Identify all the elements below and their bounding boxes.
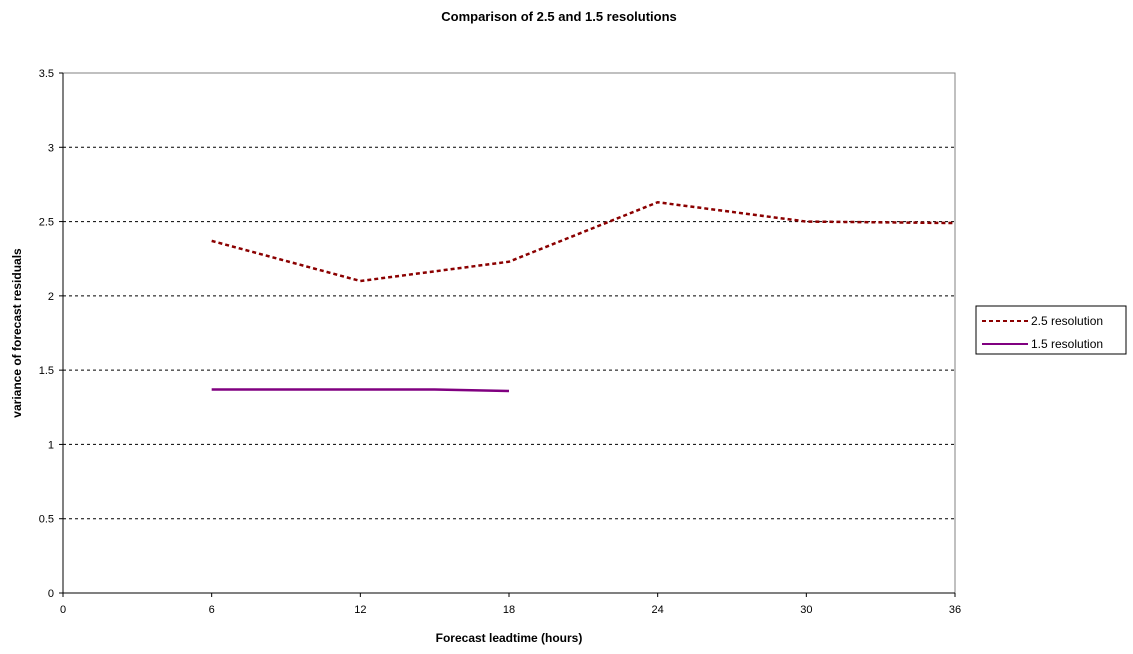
axes: 0 0.5 1 1.5 2 2.5 3 3.5 0 6 12 18 24 30 36 (39, 68, 961, 616)
legend: 2.5 resolution 1.5 resolution (975, 305, 1127, 355)
x-tick-label: 24 (652, 604, 664, 616)
x-tick-label: 18 (503, 604, 515, 616)
y-tick-label: 2 (48, 291, 54, 303)
x-tick-label: 12 (354, 604, 366, 616)
chart-title: Comparison of 2.5 and 1.5 resolutions (441, 9, 677, 24)
y-tick-label: 0.5 (39, 514, 54, 526)
y-tick-label: 3.5 (39, 68, 54, 80)
legend-box (975, 305, 1127, 355)
x-tick-label: 6 (209, 604, 215, 616)
y-tick-label: 1 (48, 439, 54, 451)
legend-label-1-5-resolution: 1.5 resolution (1031, 337, 1103, 351)
y-tick-label: 0 (48, 588, 54, 600)
x-tick-label: 30 (800, 604, 812, 616)
gridlines (63, 146, 955, 520)
y-tick-label: 1.5 (39, 365, 54, 377)
series-layer (211, 200, 956, 393)
plot-area (62, 72, 956, 594)
series-line-2-5-resolution (211, 200, 956, 283)
y-tick-label: 2.5 (39, 217, 54, 229)
y-tick-label: 3 (48, 142, 54, 154)
x-tick-label: 0 (60, 604, 66, 616)
series-line-1-5-resolution (211, 388, 510, 393)
legend-label-2-5-resolution: 2.5 resolution (1031, 314, 1103, 328)
x-tick-label: 36 (949, 604, 961, 616)
y-axis-title: variance of forecast residuals (10, 248, 24, 418)
x-axis-title: Forecast leadtime (hours) (436, 631, 583, 645)
